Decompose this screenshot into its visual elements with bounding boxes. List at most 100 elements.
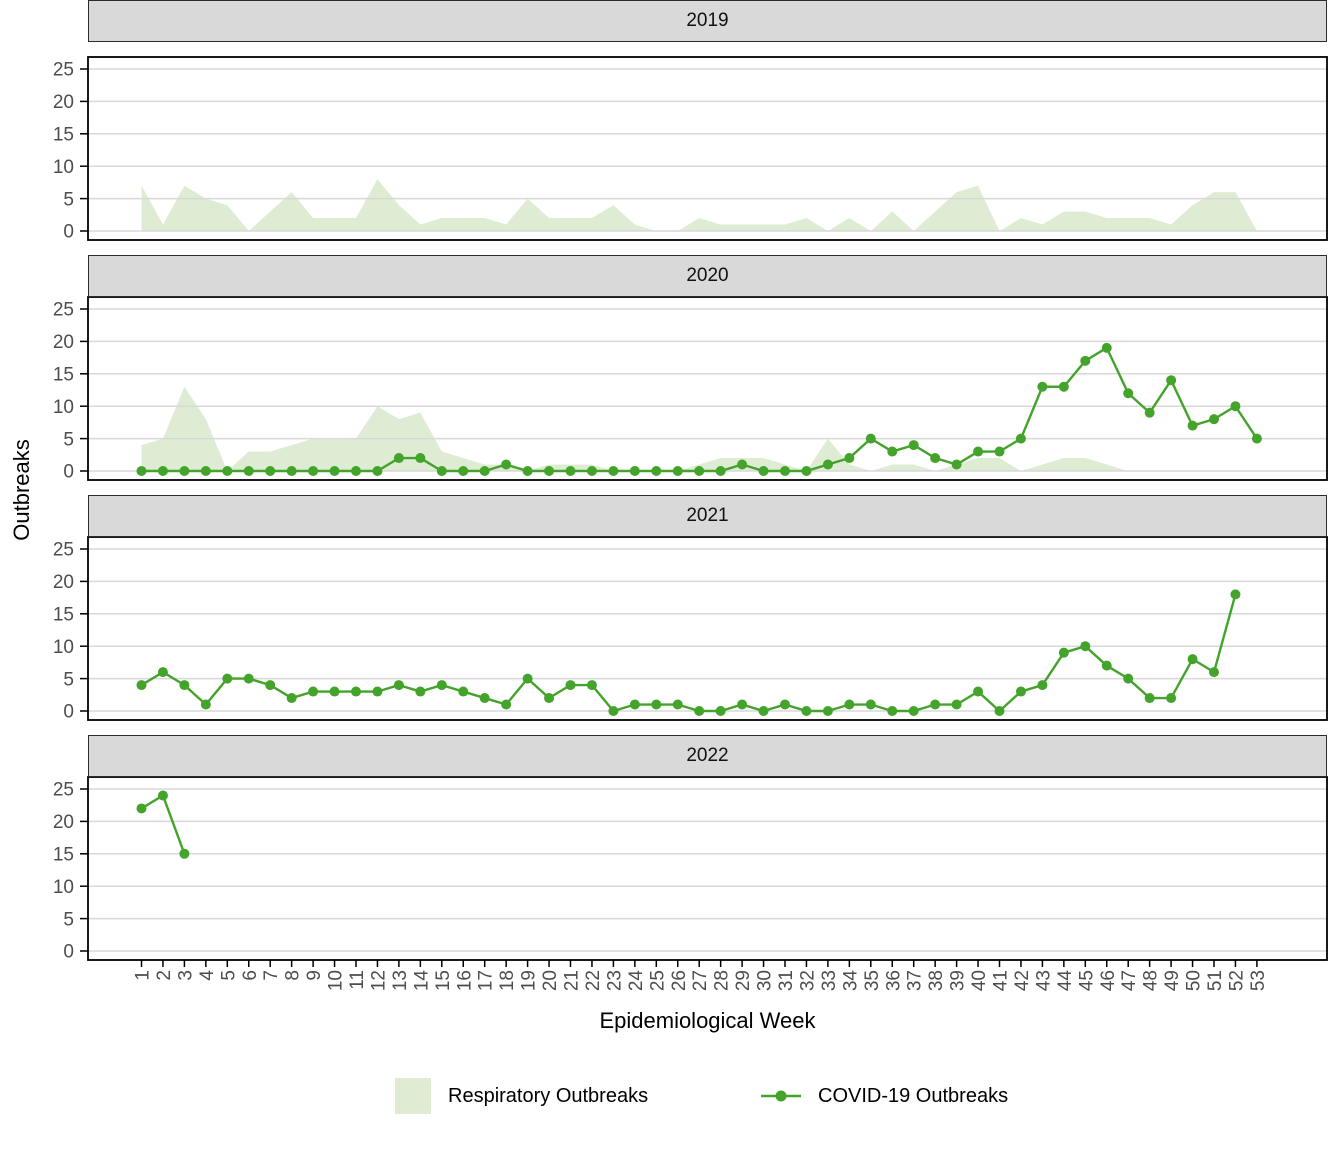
x-tick-label: 35 (862, 970, 883, 991)
x-tick-label: 42 (1012, 970, 1033, 991)
covid-point (200, 699, 211, 710)
covid-point (887, 706, 898, 716)
covid-point (801, 466, 812, 476)
covid-point (222, 673, 233, 684)
covid-point (372, 686, 383, 697)
covid-point (136, 466, 147, 476)
covid-point (329, 686, 340, 697)
y-tick-label: 10 (53, 877, 74, 898)
x-tick-label: 53 (1248, 970, 1269, 991)
x-axis-title: Epidemiological Week (599, 1008, 816, 1033)
covid-point (243, 466, 254, 476)
legend-label-respiratory: Respiratory Outbreaks (448, 1085, 649, 1107)
x-tick-label: 48 (1141, 970, 1162, 991)
y-tick-label: 0 (63, 702, 74, 723)
covid-point (973, 686, 984, 697)
covid-line-2021 (140, 594, 1237, 713)
covid-point (308, 686, 319, 697)
covid-point (179, 466, 190, 476)
covid-point (1209, 414, 1219, 425)
covid-point (1101, 660, 1112, 671)
covid-point (1037, 680, 1048, 691)
covid-point (286, 693, 297, 704)
y-tick-label: 0 (63, 222, 74, 243)
y-tick-label: 0 (63, 942, 74, 963)
legend-key-respiratory-area-icon (395, 1078, 431, 1114)
panel-border-2019 (87, 56, 1328, 241)
facet-label-2020: 2020 (686, 265, 729, 286)
covid-point (157, 466, 168, 476)
x-tick-label: 19 (519, 970, 540, 991)
covid-point (586, 466, 597, 476)
covid-point (1101, 342, 1112, 353)
x-tick-label: 17 (476, 970, 497, 991)
panel-border-2022 (87, 776, 1328, 961)
covid-point (157, 790, 168, 801)
covid-point (629, 466, 640, 476)
covid-point (501, 459, 512, 470)
x-tick-label: 5 (218, 970, 239, 981)
x-tick-label: 46 (1098, 970, 1119, 991)
x-tick-label: 8 (283, 970, 304, 981)
x-tick-label: 49 (1162, 970, 1183, 991)
covid-point (908, 706, 919, 716)
covid-point (586, 680, 597, 691)
x-tick-label: 24 (626, 970, 647, 992)
covid-point (994, 706, 1005, 716)
y-tick-label: 5 (63, 909, 74, 930)
covid-point (1187, 654, 1198, 665)
x-tick-label: 3 (175, 970, 196, 981)
facet-strip-2019: 2019 (88, 0, 1327, 42)
panel-border-2021 (87, 536, 1328, 721)
covid-point (973, 446, 984, 457)
y-tick-label: 20 (53, 332, 74, 353)
covid-point (930, 453, 941, 464)
covid-point (651, 466, 662, 476)
covid-point (415, 686, 426, 697)
x-tick-label: 29 (733, 970, 754, 991)
covid-point (351, 466, 361, 476)
covid-point (822, 706, 833, 716)
legend: Respiratory Outbreaks COVID-19 Outbreaks (0, 1078, 1344, 1118)
y-tick-label: 15 (53, 844, 74, 865)
x-tick-label: 36 (883, 970, 904, 991)
covid-point (501, 699, 512, 710)
x-tick-label: 33 (819, 970, 840, 991)
x-tick-label: 31 (776, 970, 797, 991)
legend-key-covid-line-icon (758, 1078, 804, 1114)
legend-label-covid: COVID-19 Outbreaks (818, 1085, 1009, 1107)
y-tick-label: 25 (53, 540, 74, 561)
covid-point (1144, 407, 1155, 418)
x-tick-label: 11 (347, 970, 368, 990)
covid-point (887, 446, 898, 457)
x-tick-label: 15 (433, 970, 454, 991)
covid-point (737, 459, 748, 470)
x-tick-label: 40 (969, 970, 990, 991)
covid-point (157, 667, 168, 678)
covid-point (694, 466, 705, 476)
covid-point (329, 466, 340, 476)
covid-point (200, 466, 211, 476)
covid-point (243, 673, 254, 684)
x-tick-label: 50 (1184, 970, 1205, 991)
covid-point (565, 680, 576, 691)
x-tick-label: 47 (1119, 970, 1140, 991)
covid-point (694, 706, 705, 716)
covid-point (136, 680, 147, 691)
covid-point (479, 466, 490, 476)
covid-point (436, 680, 447, 691)
x-tick-label: 39 (948, 970, 969, 991)
covid-point (1058, 647, 1069, 658)
x-tick-label: 45 (1076, 970, 1097, 991)
covid-point (801, 706, 812, 716)
covid-point (908, 440, 919, 451)
covid-point (1144, 693, 1155, 704)
x-axis: 1 2 3 4 5 6 7 8 9 10 11 12 13 14 15 16 17 18 19 20 21 22 23 24 2… (133, 960, 1269, 991)
covid-point (629, 699, 640, 710)
panel-2019: 0 5 10 15 20 25 (53, 56, 1328, 243)
x-tick-label: 20 (540, 970, 561, 991)
covid-line-2022 (140, 793, 186, 855)
y-tick-label: 10 (53, 637, 74, 658)
covid-point (393, 680, 404, 691)
